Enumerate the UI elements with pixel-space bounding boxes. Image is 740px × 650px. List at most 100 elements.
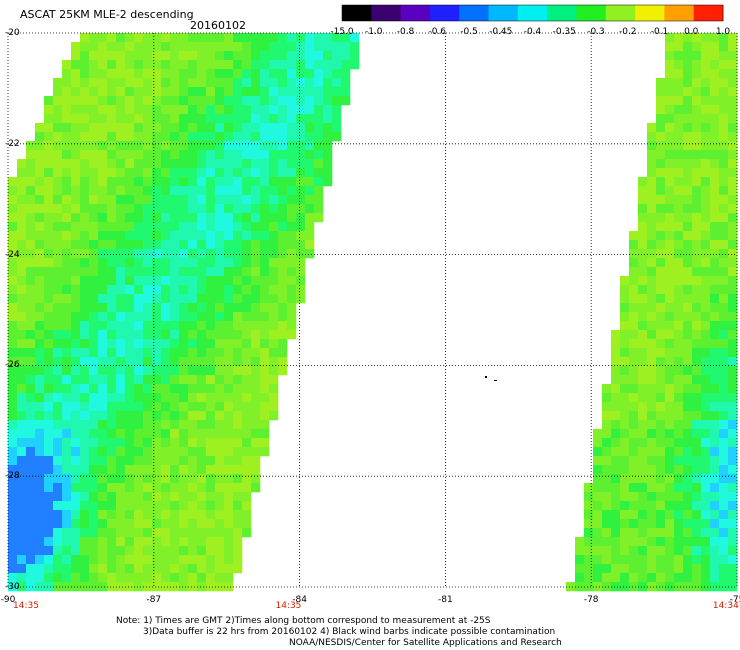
swath-cell: [260, 321, 270, 331]
swath-cell: [620, 276, 630, 286]
swath-cell: [170, 213, 180, 223]
swath-cell: [233, 150, 243, 160]
swath-cell: [206, 420, 216, 430]
swath-cell: [179, 384, 189, 394]
swath-cell: [233, 555, 243, 565]
swath-cell: [692, 42, 702, 52]
swath-cell: [71, 195, 81, 205]
swath-cell: [17, 546, 27, 556]
swath-cell: [278, 60, 288, 70]
swath-cell: [35, 438, 45, 448]
swath-cell: [674, 402, 684, 412]
swath-cell: [134, 456, 144, 466]
swath-cell: [98, 258, 108, 268]
swath-cell: [305, 159, 315, 169]
swath-cell: [233, 249, 243, 259]
swath-cell: [71, 528, 81, 538]
swath-cell: [125, 321, 135, 331]
colorbar-label: -0.3: [587, 27, 605, 37]
swath-cell: [206, 213, 216, 223]
swath-cell: [701, 330, 711, 340]
colorbar-segment: [576, 5, 607, 21]
swath-cell: [161, 249, 171, 259]
swath-cell: [161, 141, 171, 151]
swath-cell: [98, 222, 108, 232]
swath-cell: [134, 510, 144, 520]
swath-cell: [53, 474, 63, 484]
swath-cell: [584, 510, 594, 520]
swath-cell: [620, 483, 630, 493]
swath-cell: [314, 204, 324, 214]
swath-cell: [665, 204, 675, 214]
swath-cell: [269, 357, 279, 367]
swath-cell: [683, 159, 693, 169]
swath-cell: [98, 447, 108, 457]
swath-cell: [305, 240, 315, 250]
swath-cell: [161, 510, 171, 520]
swath-cell: [224, 42, 234, 52]
swath-cell: [665, 141, 675, 151]
swath-cell: [233, 159, 243, 169]
swath-cell: [314, 96, 324, 106]
swath-cell: [152, 465, 162, 475]
swath-cell: [728, 42, 738, 52]
swath-cell: [215, 375, 225, 385]
swath-cell: [332, 132, 342, 142]
swath-cell: [728, 33, 738, 43]
swath-cell: [206, 393, 216, 403]
swath-cell: [152, 474, 162, 484]
swath-cell: [26, 159, 36, 169]
swath-cell: [71, 303, 81, 313]
swath-cell: [584, 546, 594, 556]
swath-cell: [62, 339, 72, 349]
swath-cell: [107, 87, 117, 97]
swath-cell: [719, 258, 729, 268]
swath-cell: [683, 195, 693, 205]
swath-cell: [683, 294, 693, 304]
swath-cell: [98, 249, 108, 259]
swath-cell: [215, 51, 225, 61]
swath-cell: [638, 393, 648, 403]
swath-cell: [143, 195, 153, 205]
swath-cell: [8, 195, 18, 205]
swath-cell: [80, 348, 90, 358]
swath-cell: [242, 519, 252, 529]
swath-cell: [125, 204, 135, 214]
swath-cell: [107, 96, 117, 106]
swath-cell: [683, 276, 693, 286]
swath-cell: [296, 177, 306, 187]
swath-cell: [674, 195, 684, 205]
swath-cell: [35, 249, 45, 259]
swath-cell: [17, 168, 27, 178]
swath-cell: [98, 555, 108, 565]
swath-cell: [62, 78, 72, 88]
swath-cell: [701, 447, 711, 457]
swath-cell: [674, 87, 684, 97]
swath-cell: [179, 393, 189, 403]
swath-cell: [17, 474, 27, 484]
swath-cell: [260, 375, 270, 385]
swath-cell: [242, 249, 252, 259]
swath-cell: [215, 438, 225, 448]
swath-cell: [683, 51, 693, 61]
swath-cell: [170, 393, 180, 403]
swath-cell: [143, 312, 153, 322]
swath-cell: [53, 141, 63, 151]
swath-cell: [341, 33, 351, 43]
swath-cell: [125, 330, 135, 340]
swath-cell: [269, 348, 279, 358]
swath-cell: [35, 240, 45, 250]
swath-cell: [26, 249, 36, 259]
swath-cell: [602, 402, 612, 412]
swath-cell: [242, 312, 252, 322]
swath-cell: [656, 555, 666, 565]
swath-cell: [44, 528, 54, 538]
swath-cell: [143, 357, 153, 367]
swath-cell: [152, 285, 162, 295]
swath-cell: [638, 258, 648, 268]
swath-cell: [80, 105, 90, 115]
swath-cell: [35, 537, 45, 547]
swath-cell: [125, 465, 135, 475]
swath-cell: [296, 168, 306, 178]
swath-cell: [647, 528, 657, 538]
